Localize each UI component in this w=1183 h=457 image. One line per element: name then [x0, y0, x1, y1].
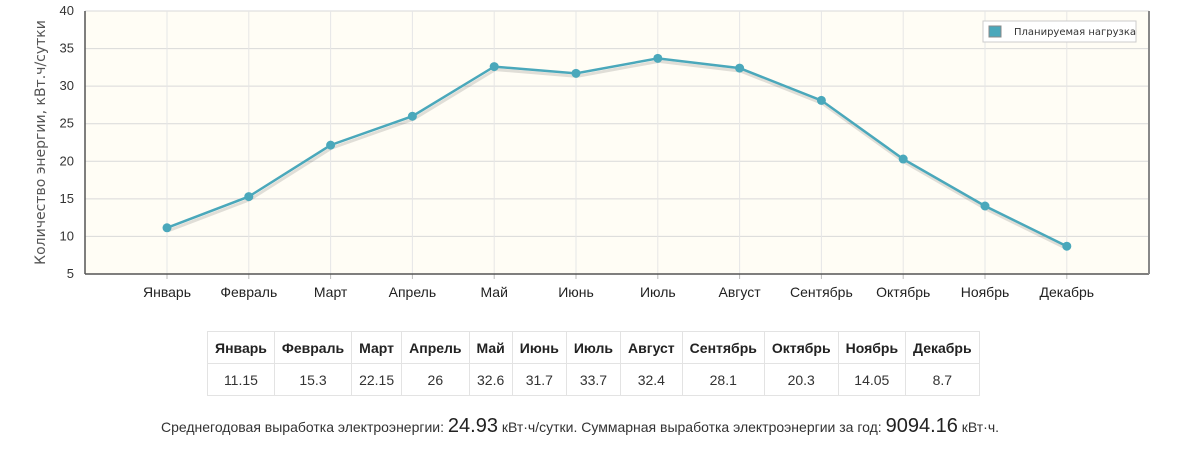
table-header-cell: Октябрь	[763, 331, 839, 364]
table-header-cell: Апрель	[401, 331, 470, 364]
series-line-shadow	[167, 59, 1069, 251]
x-tick-label: Сентябрь	[790, 284, 853, 300]
x-tick-label: Май	[480, 284, 507, 300]
table-header-cell: Август	[620, 331, 683, 364]
data-point	[898, 154, 908, 164]
y-axis-label: Количество энергии, кВт.ч/сутки	[33, 20, 49, 265]
x-tick-label: Август	[719, 284, 762, 300]
summary-line: Среднегодовая выработка электроэнергии: …	[0, 415, 1160, 438]
x-tick-label: Январь	[143, 284, 191, 300]
x-tick-label: Март	[314, 284, 348, 300]
table-cell: 31.7	[511, 363, 567, 396]
table-cell: 33.7	[565, 363, 622, 396]
total-unit: кВт·ч.	[961, 419, 1000, 435]
data-point	[244, 192, 254, 202]
table-cell: 22.15	[351, 363, 403, 396]
table-header-cell: Сентябрь	[681, 331, 765, 364]
data-point	[326, 140, 336, 150]
y-tick-label: 35	[60, 41, 74, 56]
table-cell: 14.05	[837, 363, 907, 396]
y-tick-label: 30	[60, 78, 74, 93]
x-tick-label: Апрель	[389, 284, 437, 300]
table-header-row: Январь Февраль Март Апрель Май Июнь Июль Август…	[207, 331, 980, 364]
table-header-cell: Июль	[565, 331, 622, 364]
table-header-cell: Ноябрь	[837, 331, 907, 364]
data-point	[489, 62, 499, 72]
table-cell: 20.3	[763, 363, 839, 396]
data-point	[1062, 241, 1072, 251]
avg-value: 24.93	[447, 415, 498, 437]
table-cell: 32.4	[620, 363, 683, 396]
y-tick-label: 15	[60, 191, 74, 206]
y-tick-label: 40	[60, 3, 74, 18]
avg-unit: кВт·ч/сутки. Суммарная выработка электро…	[501, 419, 882, 435]
table-row: 11.15 15.3 22.15 26 32.6 31.7 33.7 32.4 28.1 20.3…	[207, 363, 980, 396]
data-point	[816, 95, 826, 105]
y-tick-label: 25	[60, 116, 74, 131]
monthly-data-table: Январь Февраль Март Апрель Май Июнь Июль Август…	[207, 331, 980, 396]
table-header-cell: Декабрь	[905, 331, 980, 364]
table-cell: 28.1	[681, 363, 765, 396]
data-point	[407, 111, 417, 121]
x-tick-label: Февраль	[220, 284, 277, 300]
data-point	[162, 223, 172, 233]
total-value: 9094.16	[885, 415, 958, 437]
y-tick-label: 20	[60, 153, 74, 168]
x-tick-label: Июнь	[558, 284, 594, 300]
plot-background	[85, 11, 1149, 274]
table-cell: 15.3	[273, 363, 353, 396]
table-header-cell: Февраль	[273, 331, 353, 364]
data-point	[571, 68, 581, 78]
table-header-cell: Март	[351, 331, 403, 364]
x-tick-label: Декабрь	[1040, 284, 1095, 300]
table-cell: 8.7	[905, 363, 980, 396]
chart-area: 5 10 15 20 25 30 35 40 Январь Февраль Март Апрель Ма…	[33, 3, 1150, 300]
avg-prefix: Среднегодовая выработка электроэнергии:	[160, 419, 445, 435]
line-chart: 5 10 15 20 25 30 35 40 Январь Февраль Март Апрель Ма…	[33, 3, 1150, 300]
legend-swatch	[988, 25, 1002, 38]
table-header-cell: Январь	[207, 331, 275, 364]
data-point	[735, 63, 745, 73]
legend-label: Планируемая нагрузка	[1014, 27, 1136, 38]
x-tick-label: Июль	[640, 284, 676, 300]
table-cell: 32.6	[468, 363, 513, 396]
table-header-cell: Май	[468, 331, 513, 364]
table-cell: 26	[401, 363, 470, 396]
table-header-cell: Июнь	[511, 331, 567, 364]
data-point	[653, 53, 663, 63]
y-tick-label: 5	[67, 266, 74, 281]
series-line	[166, 57, 1068, 248]
x-tick-label: Октябрь	[876, 284, 930, 300]
table-cell: 11.15	[207, 363, 275, 396]
y-tick-label: 10	[60, 228, 74, 243]
legend-box	[982, 20, 1137, 43]
data-point	[980, 201, 990, 211]
x-tick-label: Ноябрь	[961, 284, 1010, 300]
